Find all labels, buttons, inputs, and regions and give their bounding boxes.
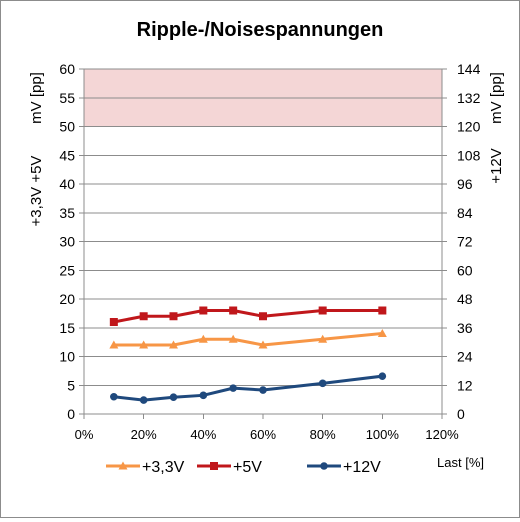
- data-point-33v: [228, 334, 238, 343]
- data-point-5v: [259, 312, 267, 321]
- right-tick-label: 132: [457, 90, 481, 106]
- data-point-12v: [169, 393, 178, 402]
- x-tick-label: 100%: [366, 427, 400, 442]
- left-tick-label: 0: [67, 406, 75, 422]
- x-tick-label: 80%: [310, 427, 336, 442]
- right-tick-label: 108: [457, 147, 481, 163]
- data-point-12v: [259, 386, 267, 394]
- left-tick-label: 25: [59, 262, 75, 278]
- data-point-12v: [199, 391, 208, 400]
- left-tick-label: 5: [67, 377, 75, 393]
- gridlines: [84, 68, 442, 415]
- right-tick-label: 96: [457, 176, 473, 192]
- left-tick-label: 50: [59, 119, 75, 135]
- right-tick-label: 24: [457, 349, 473, 365]
- data-point-33v: [377, 329, 387, 337]
- x-axis-label: Last [%]: [437, 455, 484, 470]
- legend: +3,3V +5V +12V: [106, 459, 381, 476]
- right-tick-label: 120: [457, 119, 481, 135]
- series-layer: [109, 306, 387, 404]
- right-tick-label: 48: [457, 291, 473, 307]
- data-point-5v: [139, 312, 148, 321]
- right-tick-label: 12: [457, 377, 473, 393]
- right-tick-label: 60: [457, 262, 473, 278]
- left-tick-label: 15: [59, 320, 75, 336]
- tick-labels: 0 5 10 15 20 25 30 35 40 45 50 55 60 0 12 24 36 48 60 72 84 9…: [59, 61, 480, 442]
- data-point-33v: [139, 340, 149, 349]
- data-point-12v: [110, 392, 118, 401]
- data-point-33v: [109, 340, 119, 349]
- right-tick-label: 84: [457, 205, 473, 221]
- data-point-33v: [169, 340, 178, 349]
- left-tick-label: 20: [59, 291, 75, 307]
- left-axis-label-bottom: +3,3V +5V: [28, 156, 45, 227]
- axes: [79, 68, 447, 419]
- data-point-5v: [109, 318, 118, 326]
- left-axis-label-top: mV [pp]: [28, 72, 45, 124]
- legend-marker-5v: [210, 462, 218, 470]
- legend-marker-12v: [320, 462, 328, 470]
- left-tick-label: 10: [59, 349, 75, 365]
- right-tick-label: 144: [457, 61, 481, 77]
- data-point-33v: [258, 340, 268, 349]
- data-point-33v: [318, 334, 328, 343]
- data-point-12v: [378, 372, 387, 380]
- legend-label-5v: +5V: [233, 459, 262, 476]
- x-tick-label: 0%: [75, 427, 94, 442]
- series-line-12v: [113, 374, 383, 402]
- x-tick-label: 120%: [425, 427, 459, 442]
- right-tick-label: 72: [457, 234, 473, 250]
- left-tick-label: 60: [59, 61, 75, 77]
- chart-title: Ripple-/Noisespannungen: [137, 19, 384, 41]
- right-tick-label: 36: [457, 320, 473, 336]
- data-point-12v: [229, 384, 237, 392]
- x-tick-label: 40%: [190, 427, 216, 442]
- data-point-12v: [139, 396, 148, 404]
- legend-label-33v: +3,3V: [142, 459, 185, 476]
- data-point-5v: [199, 306, 208, 315]
- right-axis-label-top: mV [pp]: [488, 72, 505, 124]
- data-point-5v: [318, 306, 327, 315]
- right-tick-label: 0: [457, 406, 465, 422]
- series-line-5v: [113, 309, 383, 324]
- legend-marker-33v: [118, 461, 128, 470]
- x-tick-label: 20%: [131, 427, 157, 442]
- left-tick-label: 40: [59, 176, 75, 192]
- data-point-33v: [198, 334, 208, 343]
- left-tick-label: 55: [59, 90, 75, 106]
- series-line-33v: [113, 332, 383, 347]
- right-axis-label-bottom: +12V: [488, 148, 505, 183]
- left-tick-label: 30: [59, 234, 75, 250]
- data-point-5v: [169, 312, 178, 321]
- legend-label-12v: +12V: [343, 459, 381, 476]
- data-point-5v: [378, 306, 387, 315]
- x-tick-label: 60%: [250, 427, 276, 442]
- data-point-5v: [229, 306, 238, 315]
- data-point-12v: [318, 379, 327, 388]
- left-tick-label: 45: [59, 147, 75, 163]
- left-tick-label: 35: [59, 205, 75, 221]
